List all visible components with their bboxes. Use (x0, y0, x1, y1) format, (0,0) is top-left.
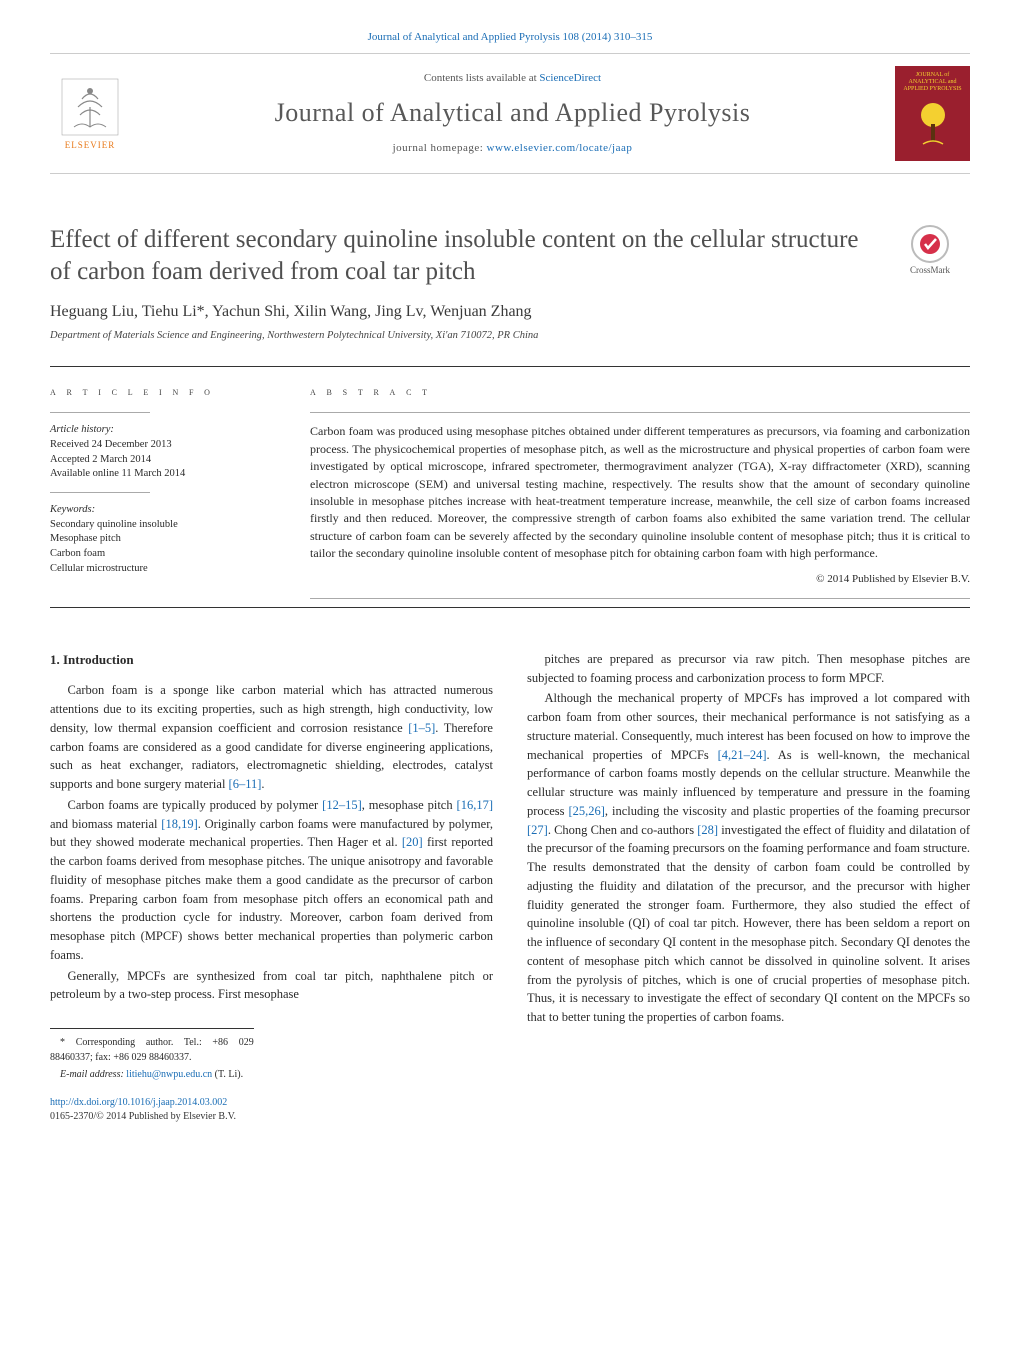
info-abstract-row: a r t i c l e i n f o Article history: R… (50, 385, 970, 599)
journal-cover-thumb: JOURNAL of ANALYTICAL and APPLIED PYROLY… (895, 66, 970, 161)
ref-link[interactable]: [4,21–24] (718, 748, 767, 762)
text-run: and biomass material (50, 817, 161, 831)
crossmark-label: CrossMark (910, 264, 950, 277)
journal-citation: Journal of Analytical and Applied Pyroly… (50, 30, 970, 45)
top-divider (50, 366, 970, 367)
citation-link[interactable]: Journal of Analytical and Applied Pyroly… (368, 31, 653, 43)
body-paragraph: Generally, MPCFs are synthesized from co… (50, 967, 493, 1005)
affiliation: Department of Materials Science and Engi… (50, 329, 970, 344)
article-title: Effect of different secondary quinoline … (50, 224, 870, 287)
body-paragraph: Carbon foams are typically produced by p… (50, 796, 493, 965)
doi-link[interactable]: http://dx.doi.org/10.1016/j.jaap.2014.03… (50, 1097, 227, 1108)
ref-link[interactable]: [1–5] (408, 721, 435, 735)
issn-line: 0165-2370/© 2014 Published by Elsevier B… (50, 1111, 236, 1122)
crossmark-badge[interactable]: CrossMark (890, 224, 970, 277)
ref-link[interactable]: [6–11] (229, 777, 262, 791)
abstract-copyright: © 2014 Published by Elsevier B.V. (310, 572, 970, 587)
ref-link[interactable]: [28] (697, 823, 718, 837)
history-head: Article history: (50, 423, 270, 438)
homepage-link[interactable]: www.elsevier.com/locate/jaap (487, 142, 633, 154)
history-accepted: Accepted 2 March 2014 (50, 453, 270, 468)
elsevier-tree-icon (60, 77, 120, 137)
text-run: , including the viscosity and plastic pr… (605, 804, 970, 818)
corresponding-author: * Corresponding author. Tel.: +86 029 88… (50, 1035, 254, 1065)
keyword: Cellular microstructure (50, 562, 270, 577)
elsevier-label: ELSEVIER (65, 139, 116, 152)
section-heading-intro: 1. Introduction (50, 650, 493, 670)
email-link[interactable]: litiehu@nwpu.edu.cn (126, 1069, 212, 1080)
title-row: Effect of different secondary quinoline … (50, 224, 970, 287)
journal-name: Journal of Analytical and Applied Pyroly… (146, 95, 879, 131)
text-run: investigated the effect of fluidity and … (527, 823, 970, 1025)
body-paragraph: Carbon foam is a sponge like carbon mate… (50, 681, 493, 794)
elsevier-logo: ELSEVIER (50, 69, 130, 159)
sciencedirect-link[interactable]: ScienceDirect (539, 72, 601, 84)
ref-link[interactable]: [20] (402, 835, 423, 849)
body-columns: 1. Introduction Carbon foam is a sponge … (50, 650, 970, 1084)
text-run: , mesophase pitch (362, 798, 457, 812)
text-run: first reported the carbon foams derived … (50, 835, 493, 962)
homepage-line: journal homepage: www.elsevier.com/locat… (146, 141, 879, 156)
contents-prefix: Contents lists available at (424, 72, 539, 84)
ref-link[interactable]: [18,19] (161, 817, 197, 831)
text-run: Carbon foams are typically produced by p… (68, 798, 323, 812)
email-suffix: (T. Li). (212, 1069, 243, 1080)
cover-tree-icon (913, 100, 953, 150)
ref-link[interactable]: [12–15] (322, 798, 362, 812)
keyword: Mesophase pitch (50, 532, 270, 547)
text-run: . Chong Chen and co-authors (548, 823, 697, 837)
mid-divider (50, 607, 970, 608)
article-info-col: a r t i c l e i n f o Article history: R… (50, 385, 270, 599)
ref-link[interactable]: [16,17] (457, 798, 493, 812)
keyword: Secondary quinoline insoluble (50, 518, 270, 533)
ref-link[interactable]: [25,26] (568, 804, 604, 818)
footnotes: * Corresponding author. Tel.: +86 029 88… (50, 1028, 254, 1082)
body-paragraph: Although the mechanical property of MPCF… (527, 689, 970, 1027)
footer-meta: http://dx.doi.org/10.1016/j.jaap.2014.03… (50, 1096, 970, 1124)
email-label: E-mail address: (60, 1069, 126, 1080)
article-info-label: a r t i c l e i n f o (50, 385, 270, 400)
abstract-col: a b s t r a c t Carbon foam was produced… (310, 385, 970, 599)
header-center: Contents lists available at ScienceDirec… (146, 71, 879, 156)
cover-title: JOURNAL of ANALYTICAL and APPLIED PYROLY… (901, 72, 964, 92)
ref-link[interactable]: [27] (527, 823, 548, 837)
keywords-head: Keywords: (50, 503, 270, 518)
crossmark-icon (910, 224, 950, 264)
contents-line: Contents lists available at ScienceDirec… (146, 71, 879, 86)
keyword: Carbon foam (50, 547, 270, 562)
author-list: Heguang Liu, Tiehu Li*, Yachun Shi, Xili… (50, 301, 970, 323)
body-paragraph: pitches are prepared as precursor via ra… (527, 650, 970, 688)
email-line: E-mail address: litiehu@nwpu.edu.cn (T. … (50, 1067, 254, 1082)
history-online: Available online 11 March 2014 (50, 467, 270, 482)
abstract-text: Carbon foam was produced using mesophase… (310, 423, 970, 562)
homepage-prefix: journal homepage: (393, 142, 487, 154)
journal-header: ELSEVIER Contents lists available at Sci… (50, 53, 970, 174)
abstract-label: a b s t r a c t (310, 385, 970, 400)
history-received: Received 24 December 2013 (50, 438, 270, 453)
text-run: . (261, 777, 264, 791)
